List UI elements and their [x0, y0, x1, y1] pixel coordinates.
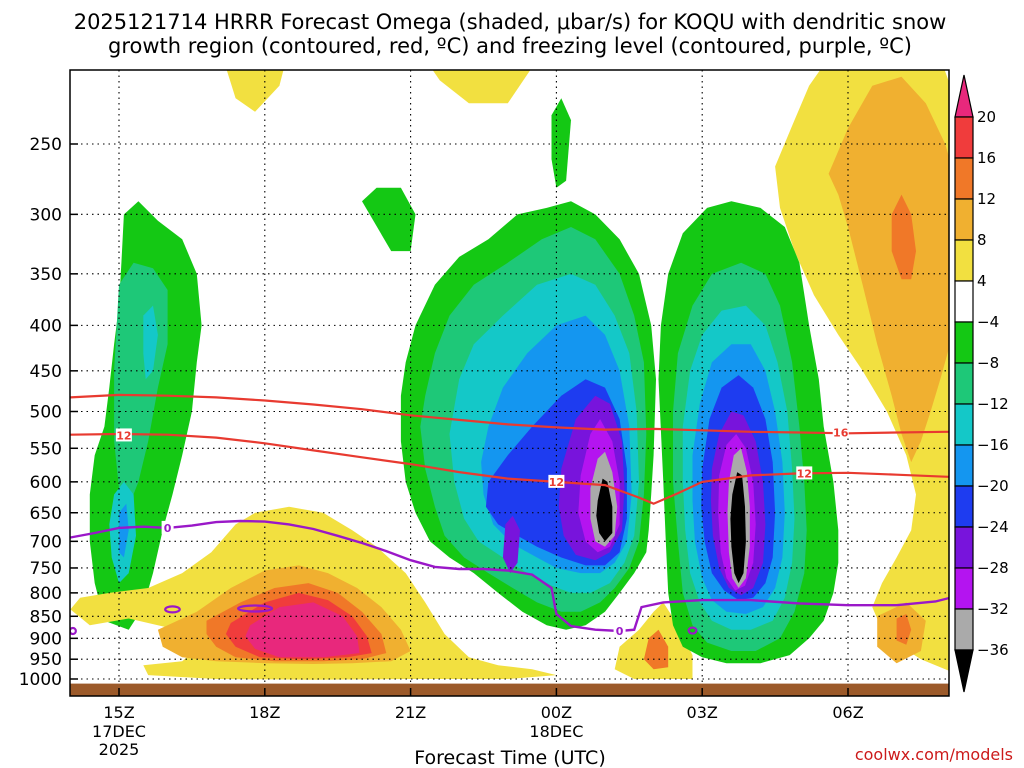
colorbar-label-13: −36 — [977, 641, 1009, 659]
dgz-label-bg-2 — [832, 425, 849, 439]
y-tick-label-600: 600 — [30, 473, 62, 493]
y-tick-label-300: 300 — [30, 205, 62, 225]
omega-region-left-col-b — [119, 503, 129, 558]
colorbar-seg-12_16 — [954, 157, 974, 200]
colorbar-label-8: −16 — [977, 436, 1009, 454]
y-tick-label-1000: 1000 — [19, 670, 62, 690]
y-tick-label-550: 550 — [30, 439, 62, 459]
freezing-level-loop-1 — [236, 604, 274, 613]
colorbar-seg-m24_m20 — [954, 485, 974, 528]
freezing-level-line — [70, 519, 949, 633]
x-tick-label-3: 18Z — [249, 703, 280, 722]
omega-region-A-black — [596, 478, 613, 542]
omega-region-small-warm-o — [643, 629, 669, 670]
freezing-level-loop-0 — [164, 605, 181, 614]
dgz-label-3: 12 — [797, 467, 812, 480]
freezing-label-0: 0 — [164, 522, 172, 535]
pressure-axis: 2503003504004505005506006507007508008509… — [19, 135, 78, 690]
y-tick-label-700: 700 — [30, 532, 62, 552]
freezing-level-contour: 00 — [70, 519, 949, 638]
colorbar-seg-m12_m8 — [954, 362, 974, 405]
colorbar-seg-m32_m28 — [954, 567, 974, 610]
freezing-level-loop-3 — [70, 626, 77, 636]
ground-fill — [70, 683, 949, 696]
freezing-level-loop-2 — [687, 626, 698, 635]
dgz-label-1: 12 — [549, 476, 564, 489]
colorbar-label-12: −32 — [977, 600, 1009, 618]
omega-region-top-blob-mid — [432, 70, 531, 104]
colorbar: 20 16 12 8 4 −4 −8 −12 −16 −20 −24 −28 −32 −36 — [954, 74, 1009, 693]
colorbar-label-2: 12 — [977, 190, 996, 208]
x-tick-label-6: 21Z — [395, 703, 426, 722]
omega-region-B-black — [730, 472, 746, 584]
colorbar-bottom-arrow — [954, 649, 974, 693]
dgz-label-bg-3 — [796, 466, 813, 480]
omega-region-right-low-core — [896, 614, 912, 645]
colorbar-seg-m20_m16 — [954, 444, 974, 487]
colorbar-label-4: 4 — [977, 272, 987, 290]
credit-text: coolwx.com/models — [855, 745, 1013, 764]
x-tick-sublabel1-0: 17DEC — [92, 722, 146, 741]
dgz-label-bg-1 — [548, 474, 565, 488]
colorbar-seg-16_20 — [954, 116, 974, 159]
colorbar-label-6: −8 — [977, 354, 999, 372]
dendritic-growth-contours: 12 12 16 12 — [70, 393, 949, 505]
dgz-label-0: 12 — [116, 429, 131, 442]
colorbar-seg-m8_m4 — [954, 321, 974, 364]
y-tick-label-350: 350 — [30, 265, 62, 285]
colorbar-seg-m4_4 — [954, 280, 974, 323]
plot-frame — [69, 69, 950, 697]
omega-region-top-blob-left — [226, 70, 284, 112]
chart-title-line2: growth region (contoured, red, ºC) and f… — [108, 34, 912, 58]
omega-region-upper-drift-orange — [828, 76, 949, 463]
colorbar-top-arrow — [954, 74, 974, 118]
omega-region-A-v2 — [502, 515, 520, 574]
x-tick-label-0: 15Z — [103, 703, 134, 722]
colorbar-label-10: −24 — [977, 518, 1009, 536]
y-tick-label-250: 250 — [30, 135, 62, 155]
y-tick-label-900: 900 — [30, 629, 62, 649]
y-tick-label-850: 850 — [30, 607, 62, 627]
colorbar-label-11: −28 — [977, 559, 1009, 577]
grid-lines — [70, 70, 949, 696]
y-tick-label-750: 750 — [30, 559, 62, 579]
omega-region-left-col-c — [143, 305, 158, 380]
colorbar-seg-8_12 — [954, 198, 974, 241]
colorbar-seg-m28_m24 — [954, 526, 974, 569]
freezing-label-bg-1 — [613, 623, 626, 637]
colorbar-label-0: 20 — [977, 108, 996, 126]
colorbar-label-9: −20 — [977, 477, 1009, 495]
omega-region-upper-drift-core — [891, 194, 916, 280]
y-tick-label-450: 450 — [30, 362, 62, 382]
colorbar-label-7: −12 — [977, 395, 1009, 413]
x-tick-label-15: 06Z — [832, 703, 863, 722]
freezing-label-1: 0 — [616, 625, 624, 638]
dgz-contour-1 — [70, 432, 949, 505]
colorbar-label-1: 16 — [977, 149, 996, 167]
y-tick-label-650: 650 — [30, 504, 62, 524]
omega-region-A-g-cap — [362, 187, 416, 252]
x-tick-sublabel1-9: 18DEC — [529, 722, 583, 741]
chart-title-line1: 2025121714 HRRR Forecast Omega (shaded, … — [74, 10, 947, 34]
x-axis-title: Forecast Time (UTC) — [414, 747, 605, 768]
x-tick-label-9: 00Z — [541, 703, 572, 722]
x-tick-label-12: 03Z — [687, 703, 718, 722]
freezing-label-bg-0 — [161, 520, 174, 534]
x-tick-sublabel2-0: 2025 — [99, 740, 140, 759]
colorbar-seg-m36_m32 — [954, 608, 974, 651]
y-tick-label-400: 400 — [30, 316, 62, 336]
dgz-label-bg-0 — [115, 428, 132, 442]
colorbar-seg-4_8 — [954, 239, 974, 282]
colorbar-label-3: 8 — [977, 231, 987, 249]
y-tick-label-950: 950 — [30, 650, 62, 670]
dgz-label-2: 16 — [833, 427, 849, 440]
colorbar-seg-m16_m12 — [954, 403, 974, 446]
ground-strip — [70, 683, 949, 696]
colorbar-label-5: −4 — [977, 313, 999, 331]
y-tick-label-800: 800 — [30, 584, 62, 604]
y-tick-label-500: 500 — [30, 403, 62, 423]
